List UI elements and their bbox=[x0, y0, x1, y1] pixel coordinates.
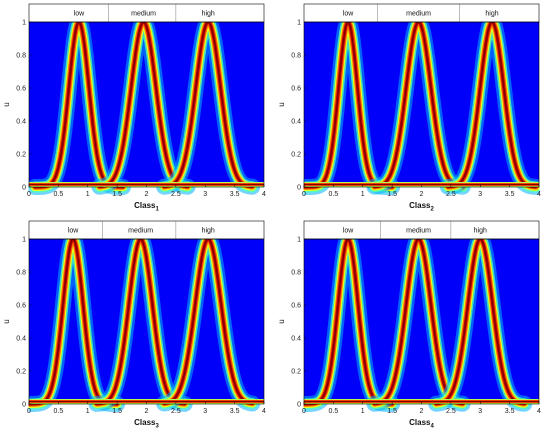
x-tick-label: 0 bbox=[302, 408, 306, 415]
y-tick-label: 0.8 bbox=[291, 53, 301, 60]
y-tick-label: 0 bbox=[297, 185, 301, 192]
x-tick-label: 3.5 bbox=[505, 191, 515, 198]
x-tick-label: 0 bbox=[27, 191, 31, 198]
y-tick-label: 0.2 bbox=[291, 152, 301, 159]
x-tick-label: 3 bbox=[478, 191, 482, 198]
x-tick-label: 1.5 bbox=[112, 408, 122, 415]
y-tick-label: 0 bbox=[297, 402, 301, 409]
fuzzy-set-label: low bbox=[74, 11, 85, 18]
x-tick-label: 1 bbox=[86, 408, 90, 415]
y-tick-label: 0.2 bbox=[291, 369, 301, 376]
y-tick-label: 1 bbox=[297, 20, 301, 27]
y-tick-label: 0.6 bbox=[291, 303, 301, 310]
x-tick-label: 4 bbox=[262, 408, 266, 415]
x-axis-label: Class4 bbox=[409, 418, 434, 430]
x-tick-label: 2 bbox=[420, 191, 424, 198]
x-tick-label: 0.5 bbox=[54, 191, 64, 198]
fuzzy-set-label: low bbox=[343, 228, 354, 235]
y-tick-label: 0.4 bbox=[291, 119, 301, 126]
x-tick-label: 3 bbox=[203, 191, 207, 198]
x-tick-label: 1.5 bbox=[112, 191, 122, 198]
y-axis-label: u bbox=[2, 319, 11, 323]
x-tick-label: 2.5 bbox=[171, 408, 181, 415]
x-tick-label: 0.5 bbox=[329, 191, 339, 198]
y-tick-label: 0.2 bbox=[16, 152, 26, 159]
y-axis-label: u bbox=[277, 319, 286, 323]
x-tick-label: 1 bbox=[86, 191, 90, 198]
fuzzy-set-label: high bbox=[485, 11, 498, 18]
x-tick-label: 1.5 bbox=[387, 191, 397, 198]
y-tick-label: 0 bbox=[22, 402, 26, 409]
y-tick-label: 0.6 bbox=[291, 86, 301, 93]
y-tick-label: 0.6 bbox=[16, 86, 26, 93]
y-tick-label: 0.4 bbox=[291, 336, 301, 343]
x-tick-label: 2.5 bbox=[446, 408, 456, 415]
chart-panel-4: low medium high 0 0.5 1 1.5 2 2.5 3 3.5 4 0 0.2 0.4 0.6… bbox=[275, 217, 550, 433]
x-tick-label: 0 bbox=[302, 191, 306, 198]
x-tick-label: 2 bbox=[145, 191, 149, 198]
chart-panel-2: low medium high 0 0.5 1 1.5 2 2.5 3 3.5 4 0 0.2 0.4 0.6… bbox=[275, 0, 550, 216]
x-tick-label: 3 bbox=[478, 408, 482, 415]
fuzzy-set-label: medium bbox=[406, 228, 431, 235]
x-tick-label: 1 bbox=[361, 191, 365, 198]
x-tick-label: 1 bbox=[361, 408, 365, 415]
fuzzy-set-label: high bbox=[474, 228, 487, 235]
fuzzy-set-label: low bbox=[68, 228, 79, 235]
y-tick-label: 0.8 bbox=[16, 53, 26, 60]
x-axis-label: Class3 bbox=[134, 418, 159, 430]
chart-panel-1: low medium high 0 0.5 1 1.5 2 2.5 3 3.5 4 0 0.2 0.4 0.6… bbox=[0, 0, 275, 216]
y-axis-label: u bbox=[2, 102, 11, 106]
y-tick-label: 0.4 bbox=[16, 119, 26, 126]
x-axis-label: Class2 bbox=[409, 201, 434, 213]
x-tick-label: 0 bbox=[27, 408, 31, 415]
fuzzy-set-label: high bbox=[202, 11, 215, 18]
x-tick-label: 2.5 bbox=[171, 191, 181, 198]
y-tick-label: 0.4 bbox=[16, 336, 26, 343]
fuzzy-set-label: high bbox=[202, 228, 215, 235]
fuzzy-set-label: medium bbox=[406, 11, 431, 18]
x-tick-label: 0.5 bbox=[54, 408, 64, 415]
y-tick-label: 0.8 bbox=[16, 270, 26, 277]
x-tick-label: 4 bbox=[537, 408, 541, 415]
x-tick-label: 3.5 bbox=[230, 191, 240, 198]
x-tick-label: 4 bbox=[262, 191, 266, 198]
x-tick-label: 3 bbox=[203, 408, 207, 415]
fuzzy-set-label: low bbox=[343, 11, 354, 18]
fuzzy-set-label: medium bbox=[131, 11, 156, 18]
x-tick-label: 2 bbox=[420, 408, 424, 415]
x-tick-label: 1.5 bbox=[387, 408, 397, 415]
y-tick-label: 0.6 bbox=[16, 303, 26, 310]
x-tick-label: 2 bbox=[145, 408, 149, 415]
x-tick-label: 4 bbox=[537, 191, 541, 198]
chart-panel-3: low medium high 0 0.5 1 1.5 2 2.5 3 3.5 4 0 0.2 0.4 0.6… bbox=[0, 217, 275, 433]
x-tick-label: 0.5 bbox=[329, 408, 339, 415]
y-tick-label: 1 bbox=[22, 237, 26, 244]
y-tick-label: 0.8 bbox=[291, 270, 301, 277]
x-tick-label: 3.5 bbox=[230, 408, 240, 415]
y-tick-label: 1 bbox=[22, 20, 26, 27]
y-axis-label: u bbox=[277, 102, 286, 106]
x-tick-label: 3.5 bbox=[505, 408, 515, 415]
y-tick-label: 0.2 bbox=[16, 369, 26, 376]
y-tick-label: 1 bbox=[297, 237, 301, 244]
fuzzy-set-label: medium bbox=[128, 228, 153, 235]
x-tick-label: 2.5 bbox=[446, 191, 456, 198]
x-axis-label: Class1 bbox=[134, 201, 159, 213]
y-tick-label: 0 bbox=[22, 185, 26, 192]
